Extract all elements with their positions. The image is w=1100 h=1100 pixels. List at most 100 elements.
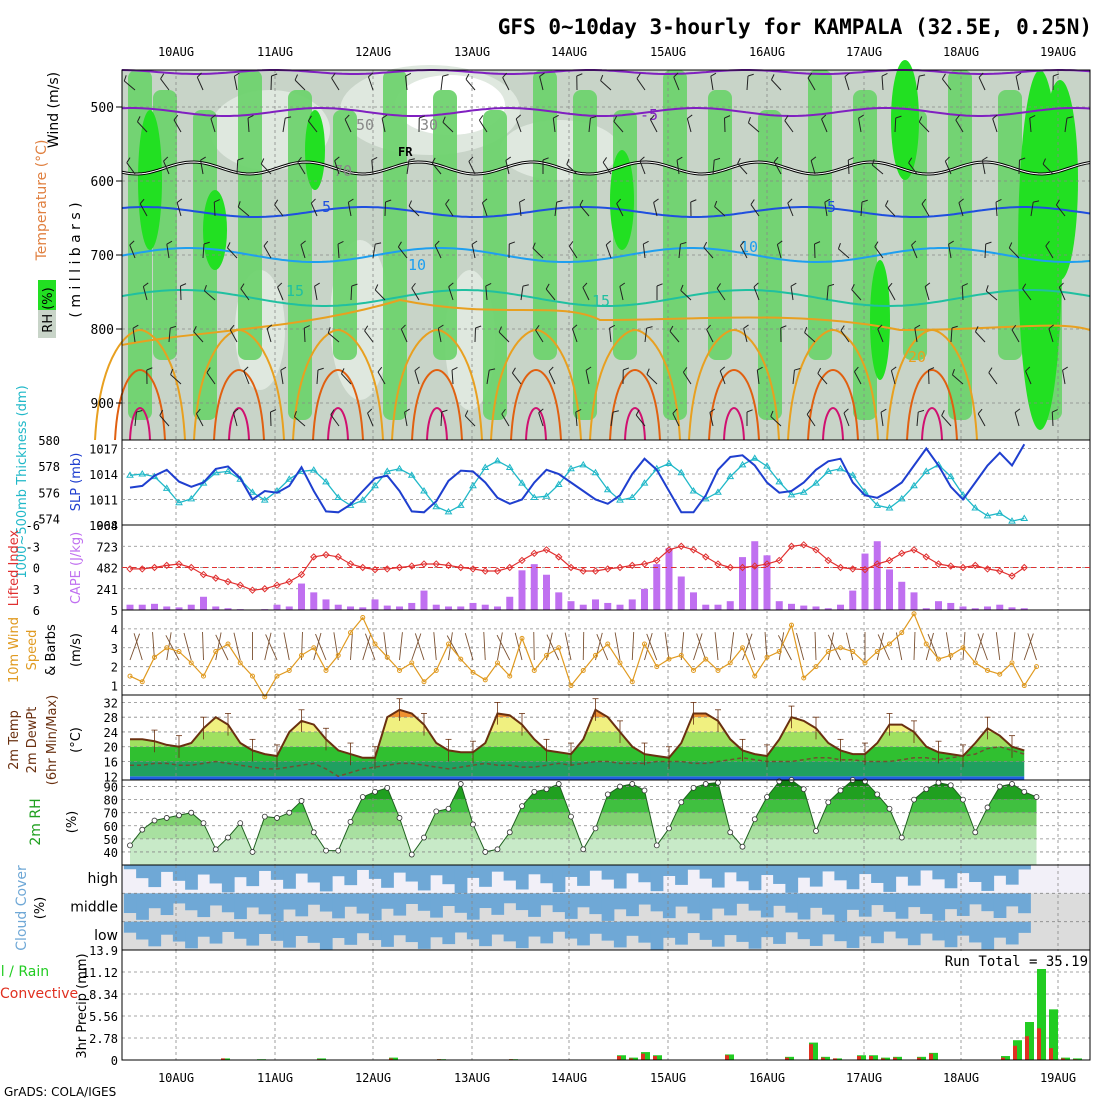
wind-barb	[821, 118, 828, 133]
wind-barb	[810, 160, 816, 175]
wind-barb	[195, 413, 204, 427]
wind-barb	[351, 283, 358, 287]
wind-barb	[941, 415, 952, 427]
wind-speed-point	[556, 645, 562, 651]
wind-barb	[678, 244, 681, 259]
wind-barb	[913, 632, 916, 661]
wind-speed-point	[201, 673, 206, 679]
wind-barb	[350, 632, 353, 661]
wind-barb	[159, 409, 164, 416]
precip-convective-bar	[1037, 1028, 1041, 1060]
wind-barb	[916, 76, 920, 91]
cloud-cover-bar	[846, 893, 860, 910]
wind-barb	[739, 245, 748, 259]
wind-barb	[673, 76, 680, 91]
wind-barb	[1055, 199, 1060, 206]
cape-bar	[273, 604, 281, 610]
cloud-cover-bar	[846, 865, 860, 890]
lifted-index-point	[616, 563, 624, 572]
wind-barb	[405, 76, 408, 91]
axis-label-precip-total: Total / Rain	[0, 964, 49, 980]
cloud-cover-bar	[638, 865, 652, 883]
wind-barb	[846, 632, 854, 661]
wind-barb	[619, 282, 626, 287]
wind-barb	[163, 156, 169, 162]
thickness-point	[493, 456, 502, 464]
wind-barb	[123, 80, 136, 91]
wind-barb	[804, 332, 816, 343]
wind-barb	[925, 632, 934, 661]
rh-point	[960, 796, 966, 803]
wind-speed-point	[348, 630, 353, 636]
wind-speed-point	[776, 649, 782, 655]
isotherm-line	[121, 247, 1091, 263]
cloud-cover-bar	[969, 893, 982, 905]
isotherm-label: 10	[740, 238, 758, 256]
cloud-cover-bar	[589, 921, 603, 934]
cloud-cover-bar	[552, 893, 566, 913]
wind-barb	[206, 367, 211, 373]
wind-barb	[858, 118, 862, 133]
wind-barb	[911, 240, 917, 246]
wind-barb	[941, 73, 946, 80]
cloud-cover-bar	[724, 921, 737, 936]
date-label: 18AUG	[943, 1071, 979, 1085]
rh-point	[163, 815, 170, 821]
precip-convective-bar	[821, 1057, 825, 1060]
rh-point	[274, 815, 280, 821]
wind-barb	[871, 164, 884, 175]
cloud-cover-bar	[160, 893, 174, 916]
precip-convective-bar	[1001, 1057, 1005, 1060]
wind-barb	[496, 634, 511, 661]
lifted-index-point	[996, 567, 1004, 575]
rh-moist-area	[238, 70, 262, 360]
cloud-cover-bar	[981, 893, 995, 912]
wind-speed-point	[605, 641, 611, 647]
thickness-point	[640, 479, 649, 486]
lifted-index-point	[800, 541, 808, 549]
wind-barb	[712, 160, 715, 175]
wind-barb	[614, 632, 621, 661]
wind-barb	[747, 116, 751, 123]
cloud-cover-bar	[479, 921, 492, 947]
cloud-cover-bar	[993, 893, 1007, 918]
wind-barb	[988, 367, 993, 373]
lifted-index-point	[420, 560, 428, 568]
cape-bar	[359, 607, 367, 610]
cloud-cover-bar	[479, 865, 492, 887]
temp-tick: 20	[104, 741, 118, 755]
wind-barb	[227, 242, 231, 248]
lifted-index-point	[885, 556, 894, 565]
thickness-point	[897, 494, 906, 502]
cloud-cover-bar	[760, 865, 774, 876]
cape-bar	[151, 603, 158, 610]
wind-barb	[740, 240, 745, 246]
precip-convective-bar	[653, 1056, 657, 1060]
wind-barb	[974, 633, 984, 661]
wind-barb	[434, 245, 442, 259]
wind-barb	[714, 206, 726, 217]
cloud-cover-bar	[344, 921, 358, 945]
chart-title: GFS 0~10day 3-hourly for KAMPALA (32.5E,…	[498, 15, 1092, 39]
axis-label-wind: Wind (m/s)	[46, 72, 62, 148]
wind-speed-line	[129, 612, 1038, 699]
rh-point	[604, 791, 611, 798]
wind-barb	[848, 157, 854, 161]
wind-barb	[814, 632, 817, 661]
wind-barb	[344, 114, 350, 120]
rh-point	[212, 846, 219, 853]
isotherm-line	[822, 406, 844, 441]
wind-speed-point	[1009, 660, 1015, 666]
cloud-cover-bar	[711, 921, 725, 947]
wind-barb	[303, 327, 306, 343]
wind-barb	[843, 412, 850, 427]
wind-barb	[464, 410, 469, 417]
rh-point	[568, 813, 574, 820]
wind-barb	[703, 247, 714, 259]
cloud-cover-bar	[797, 921, 811, 940]
cloud-cover-bar	[442, 865, 456, 885]
isotherm-line	[589, 328, 681, 441]
thickness-point	[481, 463, 490, 470]
precip-total-bar	[641, 1052, 650, 1060]
wind-barb	[714, 632, 719, 661]
